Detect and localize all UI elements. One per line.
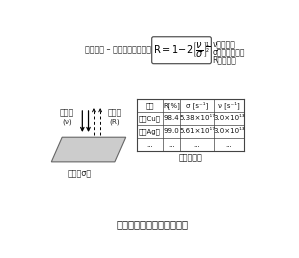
Text: ν [s⁻¹]: ν [s⁻¹]: [218, 101, 240, 109]
Text: ...: ...: [225, 142, 232, 148]
Text: (R): (R): [109, 119, 120, 125]
Text: ...: ...: [168, 142, 175, 148]
Text: 98.4: 98.4: [164, 115, 179, 121]
Text: ...: ...: [147, 142, 153, 148]
Text: 反射光: 反射光: [108, 109, 122, 118]
Text: 金属（σ）: 金属（σ）: [68, 169, 92, 178]
Polygon shape: [51, 137, 126, 162]
Text: 99.0: 99.0: [164, 128, 179, 134]
Text: 銀（Ag）: 銀（Ag）: [139, 128, 161, 135]
Text: R[%]: R[%]: [163, 102, 180, 109]
Text: (ν): (ν): [62, 119, 72, 125]
Text: 3.0×10¹³: 3.0×10¹³: [213, 115, 245, 121]
FancyBboxPatch shape: [152, 37, 211, 64]
Bar: [137, 99, 243, 151]
Text: 銅（Cu）: 銅（Cu）: [139, 115, 161, 122]
Text: ν：周波数: ν：周波数: [213, 40, 235, 49]
Text: σ：電気伝導度: σ：電気伝導度: [213, 48, 245, 57]
Text: 5.61×10¹⁷: 5.61×10¹⁷: [179, 128, 215, 134]
Text: 3.0×10¹³: 3.0×10¹³: [213, 128, 245, 134]
Text: 入射光: 入射光: [60, 109, 74, 118]
Text: $\mathrm{R}{=}1{-}2\left[\dfrac{\nu}{\sigma}\right]^{\!\frac{1}{2}}$: $\mathrm{R}{=}1{-}2\left[\dfrac{\nu}{\si…: [153, 40, 210, 60]
Text: 金属: 金属: [146, 102, 154, 109]
Text: R：反射率: R：反射率: [213, 56, 237, 65]
Text: 5.38×10¹⁷: 5.38×10¹⁷: [179, 115, 215, 121]
Text: σ [s⁻¹]: σ [s⁻¹]: [186, 101, 208, 109]
Text: ...: ...: [194, 142, 200, 148]
Text: ハーゲン – ルーベンスの法則: ハーゲン – ルーベンスの法則: [85, 46, 150, 55]
Text: 図　法則発見問題の具体例: 図 法則発見問題の具体例: [117, 219, 189, 229]
Text: データ集合: データ集合: [178, 154, 202, 163]
